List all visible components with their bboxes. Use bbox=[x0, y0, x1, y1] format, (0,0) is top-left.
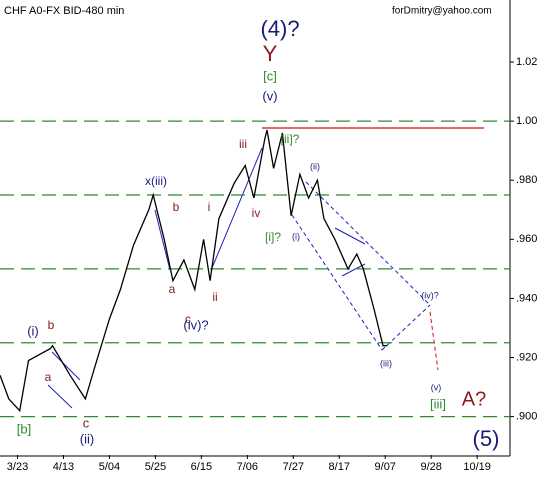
price-line bbox=[0, 129, 388, 413]
x-tick-label: 5/04 bbox=[99, 461, 120, 473]
wave-label: b bbox=[173, 200, 180, 214]
wave-label: (iv)? bbox=[421, 290, 439, 300]
wave-label: c bbox=[185, 312, 191, 326]
wave-label: iv bbox=[252, 206, 261, 220]
channel-line bbox=[305, 181, 431, 306]
wave-label: [c] bbox=[263, 68, 277, 83]
wave-label: a bbox=[169, 282, 176, 296]
wave-line bbox=[154, 209, 171, 271]
wave-label: iii bbox=[239, 137, 247, 151]
wave-label: A? bbox=[462, 388, 486, 410]
wave-label: [i]? bbox=[265, 230, 281, 244]
wave-label: [ii]? bbox=[281, 132, 300, 146]
y-tick-label: .900 bbox=[516, 410, 537, 422]
wave-label: (4)? bbox=[260, 16, 299, 41]
x-tick-label: 8/17 bbox=[329, 461, 350, 473]
wave-label: c bbox=[83, 415, 90, 430]
wave-label: Y bbox=[263, 41, 278, 66]
wave-label: (5) bbox=[473, 426, 500, 451]
wave-line bbox=[211, 147, 263, 269]
wave-label: (i) bbox=[27, 323, 39, 338]
channel-line bbox=[291, 214, 383, 351]
x-tick-label: 3/23 bbox=[7, 461, 28, 473]
wave-label: (iii) bbox=[380, 358, 392, 368]
wave-label: (ii) bbox=[80, 431, 94, 446]
wave-label: b bbox=[48, 318, 55, 332]
wave-label: (v) bbox=[262, 88, 277, 103]
y-tick-label: .960 bbox=[516, 233, 537, 245]
wave-label: (v) bbox=[431, 382, 442, 392]
projection-line bbox=[429, 311, 439, 371]
wave-label: a bbox=[45, 370, 52, 384]
wave-label: ii bbox=[212, 290, 217, 304]
x-tick-label: 7/06 bbox=[237, 461, 258, 473]
y-tick-label: .920 bbox=[516, 351, 537, 363]
x-tick-label: 7/27 bbox=[283, 461, 304, 473]
y-tick-label: 1.00 bbox=[516, 115, 537, 127]
wave-label: (iv)? bbox=[183, 317, 208, 332]
wave-label: x(iii) bbox=[145, 174, 167, 188]
x-tick-label: 9/28 bbox=[420, 461, 441, 473]
y-tick-label: .940 bbox=[516, 292, 537, 304]
wave-line bbox=[341, 263, 366, 277]
y-tick-label: .980 bbox=[516, 174, 537, 186]
wave-line bbox=[51, 351, 81, 381]
chart-subtitle: forDmitry@yahoo.com bbox=[392, 6, 492, 17]
wave-label: (ii) bbox=[310, 161, 320, 171]
chart-title: CHF A0-FX BID-480 min bbox=[4, 5, 124, 17]
wave-line bbox=[47, 384, 73, 409]
wave-line bbox=[334, 227, 366, 245]
wave-label: (i) bbox=[292, 231, 300, 241]
y-tick-label: 1.02 bbox=[516, 56, 537, 68]
x-tick-label: 6/15 bbox=[191, 461, 212, 473]
wave-label: [b] bbox=[17, 421, 31, 436]
wave-label: i bbox=[208, 200, 211, 214]
x-tick-label: 4/13 bbox=[53, 461, 74, 473]
wave-label: [iii] bbox=[430, 396, 446, 411]
x-tick-label: 5/25 bbox=[145, 461, 166, 473]
x-tick-label: 10/19 bbox=[463, 461, 491, 473]
x-tick-label: 9/07 bbox=[375, 461, 396, 473]
